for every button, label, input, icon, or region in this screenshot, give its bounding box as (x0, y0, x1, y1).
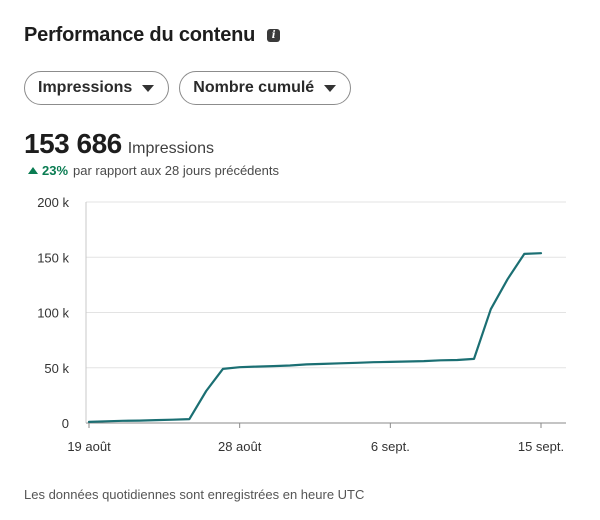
data-point[interactable] (521, 251, 527, 257)
data-point[interactable] (153, 417, 159, 423)
data-point[interactable] (136, 418, 142, 424)
footnote: Les données quotidiennes sont enregistré… (24, 487, 365, 502)
aggregation-dropdown-label: Nombre cumulé (193, 79, 315, 96)
data-point[interactable] (454, 357, 460, 363)
x-tick-label: 19 août (67, 439, 111, 454)
kpi: 153 686 Impressions (24, 128, 214, 160)
data-point[interactable] (320, 361, 326, 367)
page-title: Performance du contenu (24, 24, 256, 46)
y-tick-label: 50 k (44, 361, 69, 376)
aggregation-dropdown[interactable]: Nombre cumulé (179, 71, 352, 105)
data-point[interactable] (203, 388, 209, 394)
info-icon[interactable]: i (267, 29, 281, 42)
y-tick-label: 0 (62, 416, 69, 431)
y-tick-label: 150 k (37, 250, 69, 265)
data-point[interactable] (421, 358, 427, 364)
y-tick-label: 200 k (37, 195, 69, 210)
data-point[interactable] (387, 359, 393, 365)
data-point[interactable] (86, 419, 92, 425)
data-point[interactable] (119, 418, 125, 424)
x-tick-label: 6 sept. (371, 439, 410, 454)
delta-percent: 23% (42, 163, 69, 178)
data-point[interactable] (371, 359, 377, 365)
data-point[interactable] (287, 363, 293, 369)
kpi-label: Impressions (127, 140, 214, 157)
data-point[interactable] (538, 250, 544, 256)
chevron-down-icon (324, 84, 337, 92)
data-point[interactable] (170, 417, 176, 423)
data-point[interactable] (337, 360, 343, 366)
line-chart: 0 50 k 100 k 150 k 200 k 19 août 28 août 6 sept… (37, 195, 566, 454)
kpi-delta: 23% par rapport aux 28 jours précédents (28, 163, 279, 178)
metric-dropdown[interactable]: Impressions (24, 71, 170, 105)
arrow-up-icon (28, 167, 38, 174)
data-point[interactable] (438, 357, 444, 363)
data-point[interactable] (404, 358, 410, 364)
data-point[interactable] (304, 361, 310, 367)
data-point[interactable] (471, 356, 477, 362)
y-tick-label: 100 k (37, 306, 69, 321)
metric-dropdown-label: Impressions (38, 79, 133, 96)
series-line (87, 252, 543, 423)
chevron-down-icon (142, 84, 155, 92)
data-point[interactable] (253, 364, 259, 370)
data-point[interactable] (186, 416, 192, 422)
data-point[interactable] (103, 418, 109, 424)
filters-bar: Impressions Nombre cumulé (24, 71, 352, 105)
header: Performance du contenu i (24, 24, 281, 47)
delta-text: par rapport aux 28 jours précédents (73, 163, 279, 178)
data-point[interactable] (270, 363, 276, 369)
data-point[interactable] (237, 364, 243, 370)
data-point[interactable] (354, 360, 360, 366)
kpi-value: 153 686 (24, 128, 122, 159)
x-tick-label: 28 août (218, 439, 262, 454)
data-point[interactable] (505, 276, 511, 282)
data-point[interactable] (488, 306, 494, 312)
x-tick-label: 15 sept. (518, 439, 564, 454)
data-point[interactable] (220, 366, 226, 372)
